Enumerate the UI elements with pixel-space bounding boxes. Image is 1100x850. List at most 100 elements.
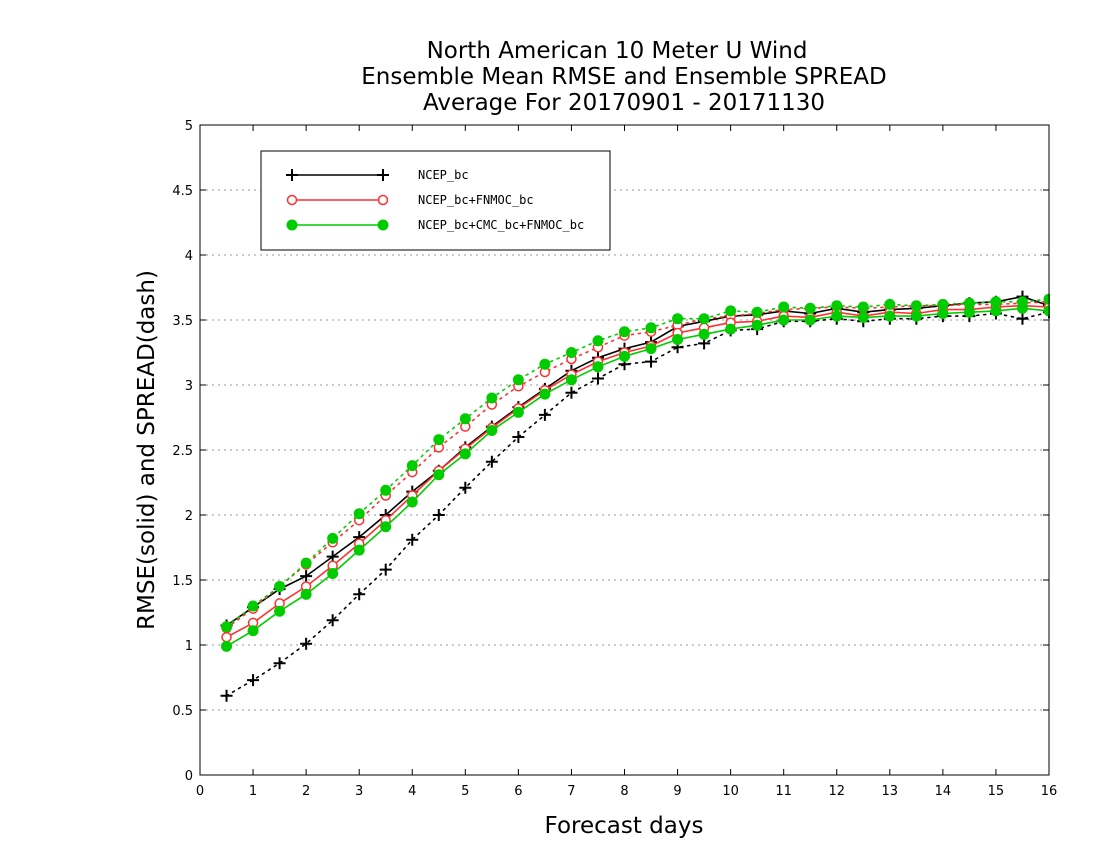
spread-point: [459, 413, 471, 425]
spread-point: [857, 301, 869, 313]
rmse-point: [274, 605, 286, 617]
spread-point: [379, 563, 392, 576]
title-line-1: North American 10 Meter U Wind: [427, 38, 808, 64]
rmse-point: [592, 361, 604, 373]
legend-entries: NCEP_bc NCEP_bc+FNMOC_bc NCEP_bc+CMC_bc+FN…: [286, 168, 584, 232]
spread-point: [539, 358, 551, 370]
legend-marker: [377, 194, 389, 206]
y-axis-ticks: 0 0.5 1 1.5 2 2.5 3 3.5 4 4.5 5: [172, 119, 1049, 784]
spread-point: [247, 674, 260, 687]
rmse-point: [831, 310, 843, 322]
rmse-point: [725, 323, 737, 335]
rmse-point: [857, 311, 869, 323]
legend-marker: [377, 169, 389, 181]
legend-label: NCEP_bc+CMC_bc+FNMOC_bc: [418, 218, 584, 232]
spread-point: [406, 460, 418, 472]
spread-point: [751, 306, 763, 318]
legend-entry: NCEP_bc+FNMOC_bc: [286, 193, 534, 207]
y-tick-label: 2: [185, 509, 193, 524]
spread-point: [512, 431, 525, 443]
x-tick-label: 9: [673, 784, 681, 799]
x-axis-label: Forecast days: [545, 813, 704, 839]
spread-point: [485, 455, 498, 468]
rmse-point: [406, 496, 418, 508]
spread-point: [990, 296, 1002, 308]
rmse-point: [221, 631, 232, 643]
spread-point: [884, 298, 896, 310]
rmse-point: [539, 388, 551, 400]
y-tick-label: 0: [185, 769, 193, 784]
x-tick-label: 0: [196, 784, 204, 799]
legend-marker: [286, 219, 298, 231]
spread-point: [221, 621, 233, 633]
rmse-line: [226, 295, 1050, 627]
spread-point: [273, 657, 286, 670]
spread-line: [225, 311, 1050, 697]
rmse-point: [698, 328, 710, 340]
spread-point: [645, 322, 657, 334]
spread-point: [300, 637, 313, 650]
rmse-point: [512, 406, 524, 418]
spread-point: [910, 300, 922, 312]
y-tick-label: 4: [185, 249, 193, 264]
spread-point: [565, 386, 578, 399]
rmse-line: [226, 304, 1050, 638]
rmse-point: [619, 350, 630, 362]
rmse-point: [751, 319, 763, 331]
spread-point: [778, 301, 790, 313]
spread-point: [831, 300, 843, 312]
rmse-point: [433, 469, 445, 481]
title-line-2: Ensemble Mean RMSE and Ensemble SPREAD: [361, 64, 886, 90]
legend-marker: [286, 169, 298, 181]
legend-entry: NCEP_bc: [286, 168, 469, 182]
spread-point: [619, 326, 630, 338]
x-tick-label: 13: [882, 784, 899, 799]
rmse-point: [486, 425, 498, 436]
spread-point: [247, 600, 259, 612]
spread-point: [565, 347, 577, 358]
spread-point: [963, 297, 975, 309]
spread-point: [592, 335, 604, 347]
spread-point: [432, 509, 445, 521]
spread-point: [937, 298, 949, 310]
rmse-point: [247, 625, 259, 637]
rmse-point: [565, 374, 577, 386]
rmse-point: [459, 448, 471, 460]
spread-point: [486, 392, 498, 404]
series-layer: [220, 290, 1050, 702]
spread-point: [353, 588, 366, 601]
spread-point: [459, 481, 472, 494]
spread-point: [406, 533, 419, 546]
rmse-point: [778, 314, 790, 326]
x-tick-label: 6: [514, 784, 522, 799]
y-tick-label: 4.5: [172, 184, 193, 199]
spread-point: [1016, 312, 1029, 325]
series-ncep-bc-cmc-bc-fnmoc-bc: [221, 293, 1050, 652]
y-tick-label: 0.5: [172, 704, 193, 719]
rmse-point: [1016, 302, 1028, 314]
y-tick-label: 2.5: [172, 444, 193, 459]
x-axis-ticks: 0 1 2 3 4 5 6 7 8 9 10 11 12 13 14 15 16: [196, 125, 1057, 799]
x-tick-label: 10: [722, 784, 739, 799]
spread-point: [274, 581, 286, 592]
spread-point: [380, 484, 392, 496]
y-tick-label: 3.5: [172, 314, 193, 329]
rmse-point: [884, 310, 896, 322]
rmse-point: [990, 305, 1002, 317]
legend-marker: [377, 219, 389, 231]
x-tick-label: 7: [567, 784, 575, 799]
x-tick-label: 3: [355, 784, 363, 799]
legend: NCEP_bc NCEP_bc+FNMOC_bc NCEP_bc+CMC_bc+FN…: [260, 150, 611, 251]
y-tick-label: 1: [185, 639, 193, 654]
x-tick-label: 2: [302, 784, 310, 799]
rmse-point: [937, 308, 949, 319]
rmse-point: [353, 544, 365, 556]
spread-point: [327, 532, 339, 544]
spread-point: [220, 689, 233, 702]
spread-line: [225, 298, 1050, 628]
legend-label: NCEP_bc+FNMOC_bc: [418, 193, 534, 207]
rmse-point: [300, 570, 313, 583]
spread-point: [645, 355, 658, 368]
rmse-line: [226, 307, 1050, 647]
y-tick-label: 1.5: [172, 574, 193, 589]
